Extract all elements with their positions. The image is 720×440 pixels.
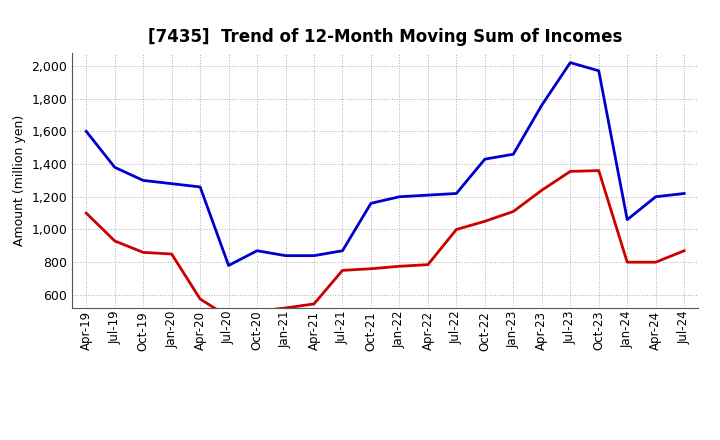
Ordinary Income (395, 194, 404, 199)
Ordinary Income (623, 217, 631, 222)
Net Income (225, 314, 233, 319)
Net Income (338, 268, 347, 273)
Line: Net Income: Net Income (86, 171, 684, 317)
Net Income (595, 168, 603, 173)
Ordinary Income (537, 103, 546, 108)
Net Income (366, 266, 375, 271)
Line: Ordinary Income: Ordinary Income (86, 62, 684, 265)
Net Income (139, 250, 148, 255)
Net Income (480, 219, 489, 224)
Net Income (537, 187, 546, 193)
Ordinary Income (196, 184, 204, 190)
Ordinary Income (338, 248, 347, 253)
Net Income (310, 301, 318, 307)
Net Income (110, 238, 119, 244)
Net Income (652, 260, 660, 265)
Ordinary Income (310, 253, 318, 258)
Ordinary Income (652, 194, 660, 199)
Ordinary Income (82, 128, 91, 134)
Title: [7435]  Trend of 12-Month Moving Sum of Incomes: [7435] Trend of 12-Month Moving Sum of I… (148, 28, 622, 46)
Net Income (452, 227, 461, 232)
Ordinary Income (595, 68, 603, 73)
Net Income (509, 209, 518, 214)
Ordinary Income (452, 191, 461, 196)
Ordinary Income (366, 201, 375, 206)
Y-axis label: Amount (million yen): Amount (million yen) (13, 115, 26, 246)
Ordinary Income (253, 248, 261, 253)
Ordinary Income (139, 178, 148, 183)
Net Income (680, 248, 688, 253)
Net Income (253, 308, 261, 314)
Net Income (623, 260, 631, 265)
Net Income (282, 305, 290, 311)
Net Income (196, 297, 204, 302)
Ordinary Income (110, 165, 119, 170)
Ordinary Income (480, 157, 489, 162)
Net Income (566, 169, 575, 174)
Net Income (82, 210, 91, 216)
Ordinary Income (225, 263, 233, 268)
Ordinary Income (680, 191, 688, 196)
Ordinary Income (167, 181, 176, 186)
Net Income (395, 264, 404, 269)
Ordinary Income (423, 192, 432, 198)
Ordinary Income (282, 253, 290, 258)
Net Income (167, 251, 176, 257)
Ordinary Income (566, 60, 575, 65)
Ordinary Income (509, 152, 518, 157)
Net Income (423, 262, 432, 267)
